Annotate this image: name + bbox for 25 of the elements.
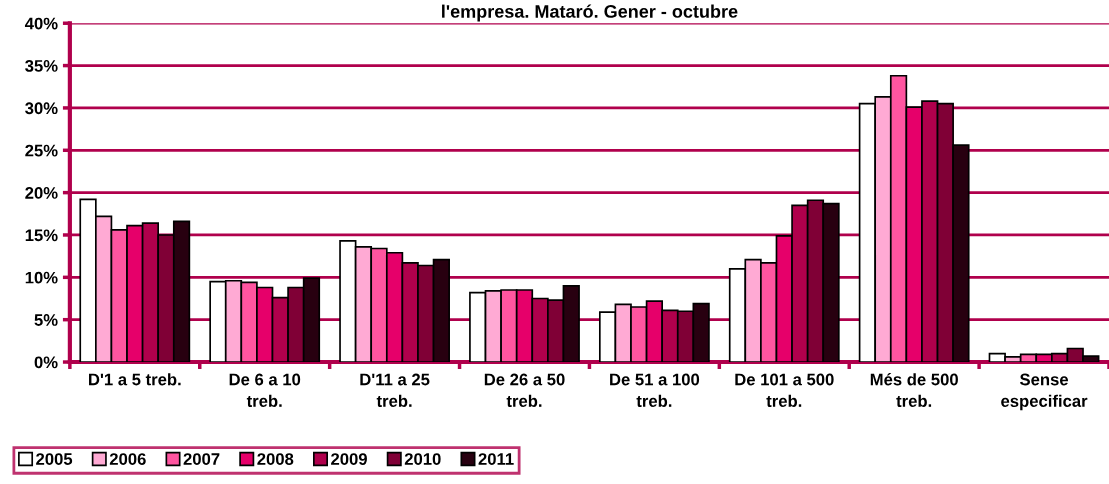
x-tick-label: D'11 a 25 treb. [360,373,430,407]
x-tick-label: De 6 a 10 treb. [229,373,301,407]
y-tick-label: 30% [25,102,58,115]
y-tick-label: 35% [25,59,58,72]
y-tick-label: 20% [25,187,58,199]
y-tick-label: 25% [25,144,58,157]
x-tick-label: De 26 a 50 treb. [484,373,565,407]
y-tick-label: 5% [34,314,58,326]
legend-label: 2006 [109,453,146,465]
y-tick-label: 0% [34,356,58,369]
x-tick-label: Més de 500 treb. [870,373,958,407]
legend-label: 2008 [257,453,294,465]
legend-label: 2005 [36,453,73,465]
y-tick-label: 40% [24,17,58,30]
legend-label: 2011 [478,453,514,465]
y-tick-label: 15% [25,229,58,242]
x-tick-label: De 101 a 500 treb. [735,373,834,407]
legend-label: 2009 [331,453,367,465]
x-tick-label: D'1 a 5 treb. [89,373,181,386]
legend-label: 2007 [183,453,220,465]
x-tick-label: De 51 a 100 treb. [610,373,700,407]
legend-label: 2010 [404,453,441,465]
x-tick-label: Sense especificar [1001,373,1088,411]
y-tick-label: 10% [25,271,58,284]
chart-title: l'empresa. Mataró. Gener - octubre [442,4,738,22]
